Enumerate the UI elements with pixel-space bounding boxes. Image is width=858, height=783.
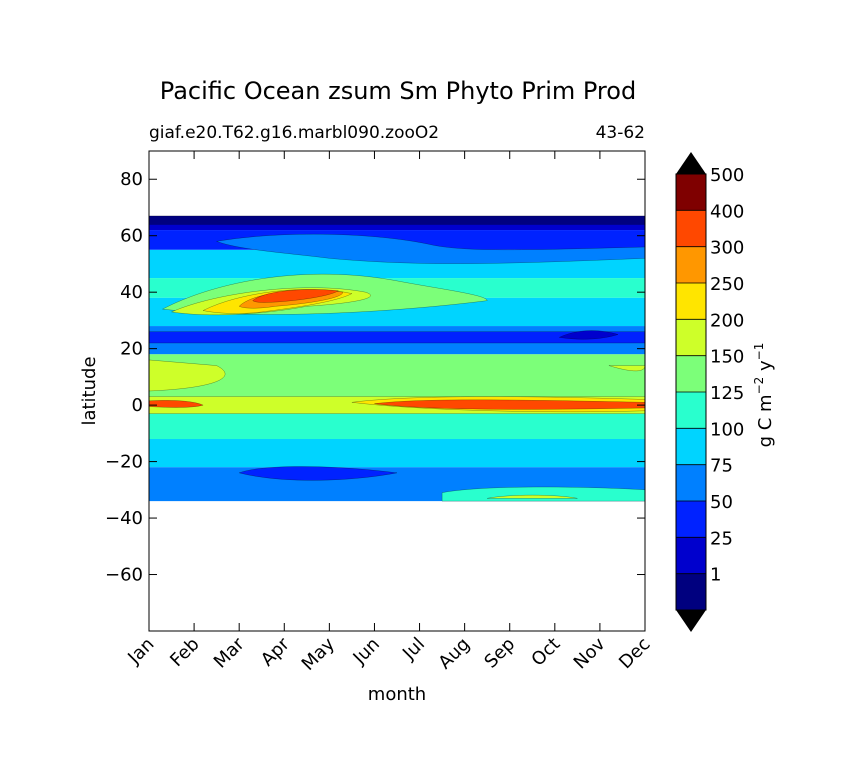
- colorbar-box: [676, 319, 706, 356]
- colorbar-tick-label: 25: [710, 528, 733, 549]
- x-tick-label: Apr: [257, 633, 294, 670]
- colorbar-tick-label: 200: [710, 310, 744, 331]
- colorbar-box-top: [676, 174, 706, 211]
- colorbar-extend-bottom: [676, 610, 706, 632]
- x-tick-label: May: [298, 633, 339, 674]
- colorbar-box: [676, 573, 706, 610]
- contour-south-edge-high: [441, 486, 645, 502]
- contour-north-gyre-min: [558, 330, 619, 340]
- colorbar-tick-label: 250: [710, 274, 744, 295]
- x-tick-label: Dec: [615, 634, 654, 673]
- colorbar-box: [676, 428, 706, 465]
- colorbar-tick-label: 125: [710, 383, 744, 404]
- y-tick-label: 20: [120, 339, 143, 360]
- colorbar-tick-label: 50: [710, 492, 733, 513]
- band-south-tropics: [149, 413, 645, 439]
- contour-jan-tropic-high: [149, 359, 226, 392]
- y-tick-label: −60: [105, 565, 143, 586]
- colorbar-box: [676, 246, 706, 283]
- contour-north-gyre-core: [149, 331, 645, 344]
- x-tick-label: Mar: [210, 633, 249, 672]
- x-tick-label: Jun: [349, 634, 384, 669]
- colorbar-extend-top: [676, 152, 706, 174]
- x-tick-label: Nov: [570, 633, 610, 673]
- x-tick-label: Aug: [434, 634, 474, 674]
- colorbar-box: [676, 210, 706, 247]
- y-axis: 80 60 40 20 0 −20 −40 −60: [105, 169, 645, 586]
- contour-equator-peak: [374, 399, 645, 410]
- x-tick-label: Jul: [398, 634, 429, 665]
- x-axis-label: month: [368, 684, 426, 705]
- x-tick-label: Jan: [123, 634, 158, 669]
- colorbar-tick-label: 100: [710, 419, 744, 440]
- colorbar-box: [676, 537, 706, 574]
- colorbar-box: [676, 355, 706, 392]
- contour-field: [149, 215, 645, 502]
- y-tick-label: −40: [105, 508, 143, 529]
- colorbar-label-mid: y: [755, 360, 776, 377]
- colorbar-box: [676, 283, 706, 320]
- colorbar-label-base: g C m: [755, 394, 776, 447]
- contour-north-bloom-peak: [252, 289, 339, 303]
- colorbar-tick-label: 500: [710, 165, 744, 186]
- colorbar-label-exp1: −2: [752, 377, 766, 395]
- colorbar-label-exp2: −1: [752, 343, 766, 361]
- band-north-tropics: [149, 354, 645, 397]
- colorbar-tick-label: 300: [710, 238, 744, 259]
- chart-title: Pacific Ocean zsum Sm Phyto Prim Prod: [160, 77, 636, 105]
- contour-south-edge-peak: [487, 494, 578, 499]
- colorbar-tick-label: 1: [710, 565, 721, 586]
- colorbar-tick-label: 150: [710, 347, 744, 368]
- colorbar-box: [676, 464, 706, 501]
- colorbar-label: g C m−2 y−1: [752, 343, 776, 448]
- y-tick-label: −20: [105, 452, 143, 473]
- colorbar-tick-label: 75: [710, 456, 733, 477]
- y-tick-label: 60: [120, 226, 143, 247]
- y-tick-label: 80: [120, 169, 143, 190]
- chart-subtitle-right: 43-62: [596, 123, 645, 143]
- colorbar-tick-label: 400: [710, 201, 744, 222]
- plot-frame: [148, 150, 646, 632]
- y-tick-label: 0: [132, 395, 143, 416]
- contour-north-mid-cool: [215, 233, 645, 264]
- band-south-subtropics: [149, 439, 645, 468]
- x-tick-label: Feb: [166, 634, 203, 671]
- contour-south-gyre-min: [238, 466, 398, 481]
- y-axis-label: latitude: [79, 356, 100, 425]
- chart-subtitle-left: giaf.e20.T62.g16.marbl090.zooO2: [149, 123, 439, 143]
- x-tick-label: Sep: [480, 634, 519, 673]
- contour-jan-equator-peak: [149, 400, 204, 408]
- contour-polar-edge: [149, 215, 645, 225]
- colorbar-box: [676, 501, 706, 538]
- y-tick-label: 40: [120, 282, 143, 303]
- x-tick-label: Oct: [527, 634, 564, 671]
- colorbar-box: [676, 392, 706, 429]
